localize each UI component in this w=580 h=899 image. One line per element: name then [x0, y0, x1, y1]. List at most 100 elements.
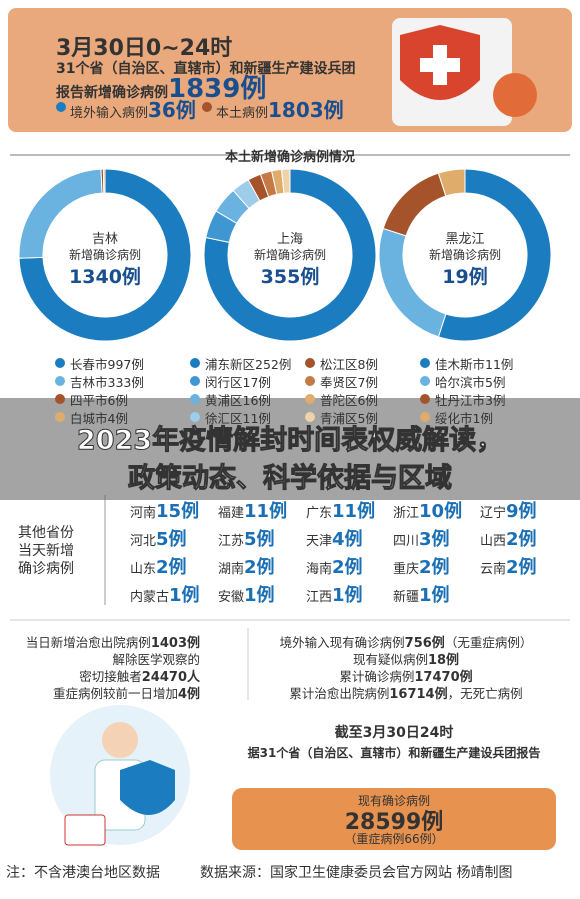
legend-swatch [55, 376, 65, 386]
donut-name: 黑龙江 [445, 232, 485, 247]
footer-note: 注：不含港澳台地区数据 [6, 865, 160, 881]
province-cell: 辽宁9例 [480, 497, 537, 523]
legend-swatch [305, 376, 315, 386]
province-cell: 云南2例 [480, 553, 537, 579]
text: 10例 [419, 501, 463, 522]
text: 现有疑似病例 [352, 652, 428, 667]
province-cell: 重庆2例 [393, 553, 450, 579]
donut-sub: 新增确诊病例 [428, 248, 501, 262]
text: 密切接触者 [79, 669, 142, 684]
text: 1例 [332, 585, 363, 606]
province-cell: 天津4例 [306, 525, 363, 551]
text: 山东 [130, 562, 157, 577]
provinces-label: 其他省份 [18, 525, 74, 541]
header-total: 报告新增确诊病例1839例 [56, 72, 266, 110]
text: 四川 [393, 534, 420, 549]
legend-label: 闵行区17例 [205, 375, 271, 390]
legend-label: 浦东新区252例 [205, 357, 292, 372]
donut-total: 355例 [260, 266, 320, 288]
provinces-label: 当天新增 [18, 543, 74, 559]
text: 1803例 [268, 98, 344, 122]
stat-right: 境外输入现有确诊病例756例（无重症病例） [256, 632, 556, 651]
text: 756例 [404, 636, 445, 651]
text: 江西 [306, 590, 333, 605]
summary-asof: 截至3月30日24时 [334, 725, 454, 741]
donut-segment [437, 168, 466, 197]
text: 河北 [130, 534, 157, 549]
text: 浙江 [393, 506, 420, 521]
header-item: 境外输入病例36例 [70, 94, 196, 123]
legend-label: 白城市4例 [70, 411, 128, 426]
summary-box-label: 现有确诊病例 [357, 794, 430, 808]
province-cell: 新疆1例 [393, 581, 450, 607]
legend-swatch [420, 394, 430, 404]
donut-segment [281, 168, 291, 194]
cross-icon [420, 58, 460, 72]
banner-title: 政策动态、科学依据与区域 [128, 463, 453, 495]
province-cell: 内蒙古1例 [130, 581, 200, 607]
footer-credit: 数据来源：国家卫生健康委员会官方网站 杨靖制图 [200, 865, 513, 881]
section-title: 本土新增确诊病例情况 [224, 150, 355, 165]
donut-segment [382, 172, 447, 237]
legend-label: 黄浦区16例 [205, 393, 271, 408]
donut-sub: 新增确诊病例 [253, 248, 326, 262]
donut-name: 吉林 [91, 232, 118, 247]
province-cell: 湖南2例 [218, 553, 275, 579]
text: 9例 [506, 501, 537, 522]
text: 重庆 [393, 562, 420, 577]
text: 1839例 [168, 74, 267, 104]
province-cell: 江西1例 [306, 581, 363, 607]
stat-left: 当日新增治愈出院病例1403例 [0, 632, 200, 651]
text: 2例 [506, 557, 537, 578]
text: 2例 [506, 529, 537, 550]
summary-box-total: 28599例 [344, 810, 444, 835]
province-cell: 山西2例 [480, 525, 537, 551]
legend-swatch [190, 412, 200, 422]
text: 天津 [306, 534, 333, 549]
text: 11例 [244, 501, 288, 522]
donut-segment [102, 168, 106, 194]
header-item: 本土病例1803例 [216, 94, 344, 123]
province-cell: 福建11例 [218, 497, 287, 523]
text: （无重症病例） [444, 635, 533, 650]
text: 3例 [419, 529, 450, 550]
text: 1例 [169, 585, 200, 606]
text: 海南 [306, 562, 333, 577]
banner-overlay [0, 398, 580, 500]
legend-label: 长春市997例 [70, 357, 144, 372]
stat-right: 累计确诊病例17470例 [256, 666, 556, 685]
donut-segment [203, 168, 377, 342]
text: 16714例 [389, 687, 448, 702]
legend-swatch [55, 394, 65, 404]
doctor-icon [102, 722, 138, 758]
text: ，无死亡病例 [447, 686, 523, 701]
text: 36例 [148, 98, 196, 122]
donut-segment [18, 168, 192, 342]
summary-box-note: （重症病例66例） [344, 832, 444, 846]
virus-icon [493, 73, 537, 117]
legend-swatch [305, 394, 315, 404]
legend-swatch [305, 358, 315, 368]
medkit-icon [64, 814, 106, 846]
province-cell: 浙江10例 [393, 497, 462, 523]
legend-label: 松江区8例 [320, 357, 378, 372]
text: 2例 [419, 557, 450, 578]
province-cell: 江苏5例 [218, 525, 275, 551]
text: 5例 [244, 529, 275, 550]
text: 4例 [177, 687, 200, 702]
text: 17470例 [414, 670, 473, 685]
donut-sub: 新增确诊病例 [68, 248, 141, 262]
legend-swatch [420, 358, 430, 368]
legend-swatch [420, 376, 430, 386]
text: 累计确诊病例 [339, 669, 415, 684]
province-cell: 山东2例 [130, 553, 187, 579]
provinces-label: 确诊病例 [18, 561, 74, 577]
text: 5例 [156, 529, 187, 550]
text: 1例 [244, 585, 275, 606]
text: 24470人 [141, 670, 200, 685]
province-cell: 河南15例 [130, 497, 199, 523]
legend-swatch [55, 412, 65, 422]
text: 福建 [218, 506, 245, 521]
bullet [56, 102, 66, 112]
summary-source: 据31个省（自治区、直辖市）和新疆生产建设兵团报告 [247, 746, 541, 760]
